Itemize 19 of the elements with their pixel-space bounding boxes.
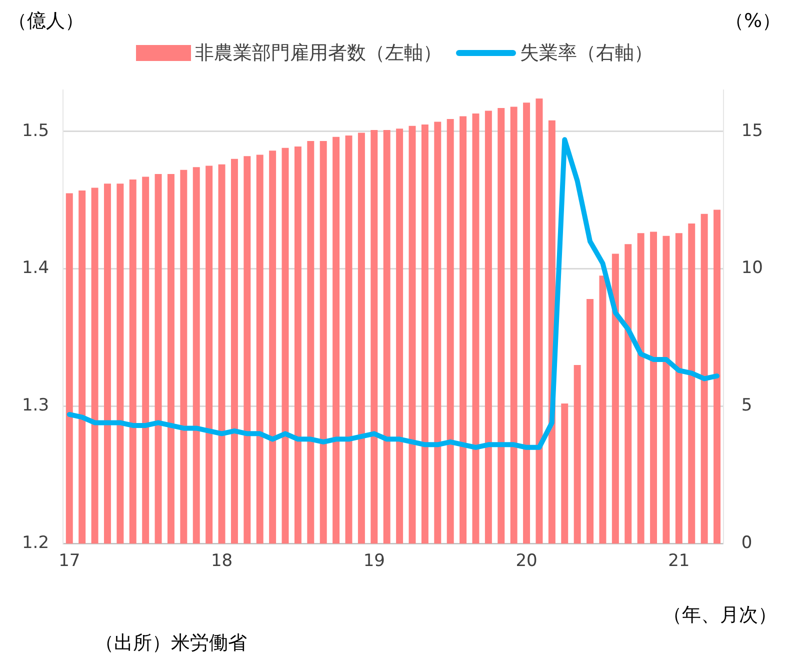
y2-tick-label: 10	[741, 258, 764, 278]
y2-tick-label: 5	[741, 396, 752, 416]
y-tick-label: 1.5	[22, 120, 50, 141]
y-tick-label: 1.4	[22, 258, 50, 278]
y-tick-label: 1.3	[22, 396, 50, 416]
x-tick-label: 19	[363, 551, 385, 572]
x-axis-title: （年、月次）	[663, 603, 777, 628]
y-axis-title: （億人）	[8, 9, 84, 34]
y2-tick-label: 15	[741, 120, 764, 141]
x-tick-label: 20	[516, 551, 538, 572]
y2-tick-label: 0	[741, 533, 752, 554]
y-tick-label: 1.2	[22, 533, 50, 554]
y2-axis-title: （%）	[724, 9, 781, 34]
x-tick-label: 21	[668, 551, 690, 572]
x-tick-label: 17	[58, 551, 80, 572]
legend-label: 非農業部門雇用者数（左軸）	[195, 41, 442, 66]
legend-label: 失業率（右軸）	[520, 41, 653, 66]
x-tick-label: 18	[210, 551, 233, 572]
text: （出所）米労働省	[95, 631, 247, 655]
